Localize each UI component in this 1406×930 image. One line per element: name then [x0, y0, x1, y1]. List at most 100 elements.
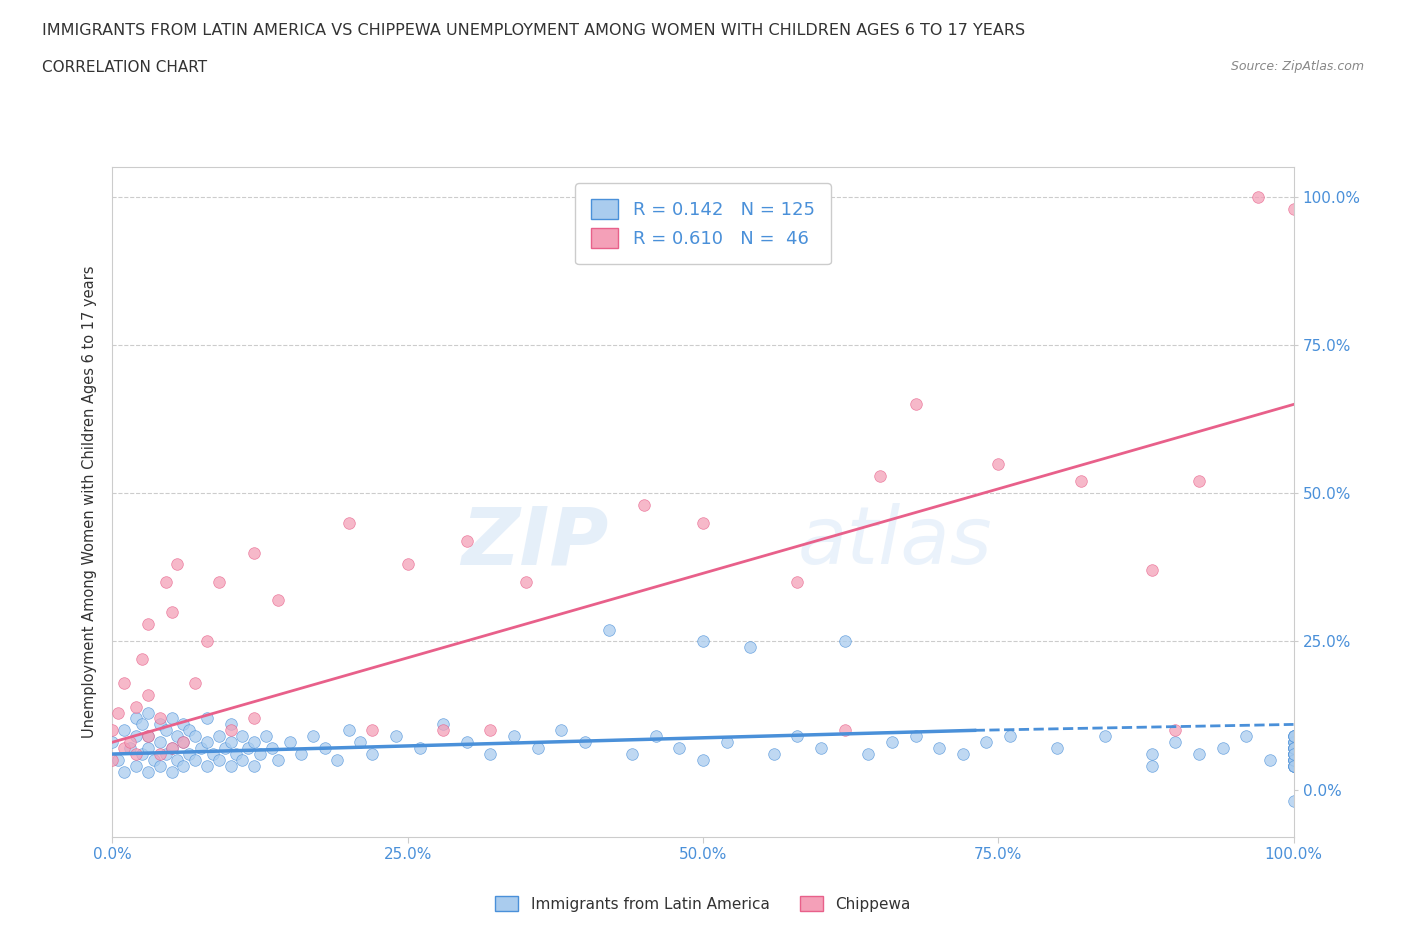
- Text: CORRELATION CHART: CORRELATION CHART: [42, 60, 207, 75]
- Point: [166, 729, 188, 744]
- Point: [479, 747, 502, 762]
- Point: [243, 735, 266, 750]
- Point: [267, 592, 290, 607]
- Point: [1282, 759, 1305, 774]
- Point: [195, 711, 218, 726]
- Point: [160, 740, 183, 755]
- Point: [692, 752, 714, 767]
- Point: [1282, 740, 1305, 755]
- Point: [172, 735, 194, 750]
- Point: [1282, 735, 1305, 750]
- Point: [190, 740, 212, 755]
- Point: [136, 687, 159, 702]
- Point: [231, 752, 253, 767]
- Point: [574, 735, 596, 750]
- Point: [432, 723, 454, 737]
- Point: [184, 729, 207, 744]
- Point: [1070, 474, 1092, 489]
- Point: [136, 617, 159, 631]
- Point: [716, 735, 738, 750]
- Point: [120, 735, 142, 750]
- Point: [1282, 747, 1305, 762]
- Point: [1282, 759, 1305, 774]
- Point: [1212, 740, 1234, 755]
- Y-axis label: Unemployment Among Women with Children Ages 6 to 17 years: Unemployment Among Women with Children A…: [82, 266, 97, 738]
- Point: [172, 759, 194, 774]
- Point: [166, 752, 188, 767]
- Point: [160, 764, 183, 779]
- Point: [1188, 474, 1211, 489]
- Point: [786, 729, 808, 744]
- Point: [1282, 740, 1305, 755]
- Point: [1258, 752, 1281, 767]
- Point: [231, 729, 253, 744]
- Text: ZIP: ZIP: [461, 503, 609, 581]
- Point: [904, 729, 927, 744]
- Point: [112, 764, 135, 779]
- Point: [1282, 729, 1305, 744]
- Point: [1282, 794, 1305, 809]
- Point: [928, 740, 950, 755]
- Point: [225, 747, 247, 762]
- Point: [238, 740, 260, 755]
- Point: [1282, 740, 1305, 755]
- Point: [155, 575, 177, 590]
- Point: [112, 740, 135, 755]
- Point: [1282, 747, 1305, 762]
- Point: [107, 752, 129, 767]
- Point: [249, 747, 271, 762]
- Point: [195, 735, 218, 750]
- Point: [160, 604, 183, 619]
- Point: [1282, 729, 1305, 744]
- Point: [101, 735, 124, 750]
- Point: [692, 634, 714, 649]
- Point: [1188, 747, 1211, 762]
- Point: [149, 759, 172, 774]
- Point: [976, 735, 998, 750]
- Point: [208, 752, 231, 767]
- Point: [1282, 752, 1305, 767]
- Point: [243, 711, 266, 726]
- Point: [987, 457, 1010, 472]
- Point: [361, 723, 384, 737]
- Point: [160, 740, 183, 755]
- Point: [149, 735, 172, 750]
- Point: [1282, 747, 1305, 762]
- Point: [1282, 729, 1305, 744]
- Point: [1282, 729, 1305, 744]
- Point: [219, 759, 242, 774]
- Point: [326, 752, 349, 767]
- Point: [195, 759, 218, 774]
- Point: [1282, 740, 1305, 755]
- Point: [503, 729, 526, 744]
- Point: [349, 735, 371, 750]
- Point: [668, 740, 690, 755]
- Point: [1046, 740, 1069, 755]
- Point: [810, 740, 832, 755]
- Point: [278, 735, 301, 750]
- Point: [149, 711, 172, 726]
- Point: [998, 729, 1021, 744]
- Point: [1282, 752, 1305, 767]
- Point: [243, 545, 266, 560]
- Point: [1282, 759, 1305, 774]
- Point: [243, 759, 266, 774]
- Point: [1247, 190, 1270, 205]
- Point: [644, 729, 666, 744]
- Text: IMMIGRANTS FROM LATIN AMERICA VS CHIPPEWA UNEMPLOYMENT AMONG WOMEN WITH CHILDREN: IMMIGRANTS FROM LATIN AMERICA VS CHIPPEW…: [42, 23, 1025, 38]
- Point: [1282, 735, 1305, 750]
- Point: [1282, 752, 1305, 767]
- Point: [179, 747, 201, 762]
- Point: [120, 740, 142, 755]
- Text: Source: ZipAtlas.com: Source: ZipAtlas.com: [1230, 60, 1364, 73]
- Point: [762, 747, 785, 762]
- Point: [184, 675, 207, 690]
- Point: [1282, 752, 1305, 767]
- Point: [160, 711, 183, 726]
- Point: [136, 705, 159, 720]
- Point: [385, 729, 408, 744]
- Point: [1234, 729, 1257, 744]
- Point: [408, 740, 430, 755]
- Point: [201, 747, 224, 762]
- Point: [112, 675, 135, 690]
